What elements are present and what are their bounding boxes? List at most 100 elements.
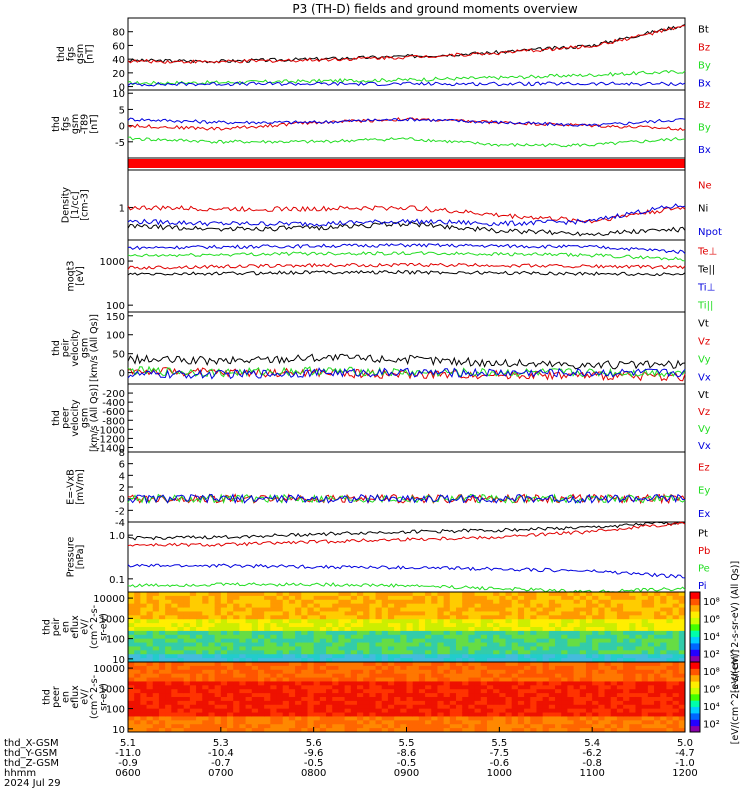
heatmap-cell bbox=[499, 627, 507, 632]
heatmap-cell bbox=[598, 634, 606, 640]
heatmap-cell bbox=[647, 697, 655, 702]
heatmap-cell bbox=[610, 669, 618, 675]
heatmap-cell bbox=[517, 642, 525, 647]
ephem-value: -4.7 bbox=[675, 748, 695, 759]
heatmap-cell bbox=[548, 681, 556, 686]
heatmap-cell bbox=[610, 712, 618, 717]
heatmap-cell bbox=[573, 724, 581, 729]
heatmap-cell bbox=[499, 720, 507, 725]
heatmap-cell bbox=[678, 704, 686, 710]
heatmap-cell bbox=[555, 595, 562, 601]
heatmap-cell bbox=[635, 623, 643, 628]
ephem-x-name: thd_X-GSM bbox=[4, 738, 59, 749]
heatmap-cell bbox=[610, 592, 618, 597]
heatmap-cell bbox=[177, 615, 185, 620]
heatmap-cell bbox=[524, 677, 531, 682]
heatmap-cell bbox=[313, 658, 321, 663]
heatmap-cell bbox=[400, 665, 407, 671]
heatmap-cell bbox=[146, 704, 154, 710]
heatmap-cell bbox=[647, 595, 655, 601]
heatmap-cell bbox=[313, 650, 321, 655]
heatmap-cell bbox=[425, 716, 432, 721]
heatmap-cell bbox=[220, 607, 228, 612]
heatmap-cell bbox=[177, 623, 185, 628]
heatmap-cell bbox=[561, 720, 568, 725]
series-line bbox=[127, 353, 686, 370]
heatmap-cell bbox=[548, 619, 556, 624]
heatmap-cell bbox=[140, 697, 148, 702]
heatmap-cell bbox=[660, 650, 667, 655]
heatmap-cell bbox=[332, 658, 339, 663]
heatmap-cell bbox=[493, 592, 500, 597]
heatmap-cell bbox=[257, 615, 265, 620]
heatmap-cell bbox=[672, 650, 680, 655]
heatmap-cell bbox=[524, 728, 531, 733]
y-tick-label: 1000 bbox=[100, 257, 125, 268]
heatmap-cell bbox=[505, 615, 513, 620]
heatmap-cell bbox=[189, 700, 197, 706]
heatmap-cell bbox=[647, 607, 655, 612]
heatmap-cell bbox=[220, 693, 228, 698]
heatmap-cell bbox=[623, 720, 630, 725]
heatmap-cell bbox=[233, 642, 240, 647]
heatmap-cell bbox=[350, 658, 358, 663]
heatmap-cell bbox=[579, 623, 587, 628]
heatmap-cell bbox=[474, 685, 482, 690]
heatmap-cell bbox=[313, 646, 321, 651]
heatmap-cell bbox=[183, 658, 191, 663]
heatmap-cell bbox=[406, 658, 414, 663]
heatmap-cell bbox=[641, 689, 649, 694]
heatmap-cell bbox=[647, 681, 655, 686]
heatmap-cell bbox=[128, 720, 135, 725]
heatmap-cell bbox=[233, 615, 240, 620]
heatmap-cell bbox=[233, 638, 240, 644]
heatmap-cell bbox=[165, 697, 172, 702]
heatmap-cell bbox=[319, 704, 327, 710]
heatmap-cell bbox=[604, 611, 612, 616]
heatmap-cell bbox=[592, 681, 599, 686]
colorbar-tick-label: 10² bbox=[703, 649, 720, 660]
heatmap-cell bbox=[573, 689, 581, 694]
heatmap-cell bbox=[598, 712, 606, 717]
heatmap-cell bbox=[326, 712, 333, 717]
heatmap-cell bbox=[660, 700, 667, 706]
heatmap-cell bbox=[177, 627, 185, 632]
heatmap-cell bbox=[152, 623, 160, 628]
heatmap-cell bbox=[245, 623, 253, 628]
heatmap-cell bbox=[431, 599, 438, 605]
heatmap-cell bbox=[654, 623, 661, 628]
heatmap-cell bbox=[264, 673, 271, 679]
heatmap-cell bbox=[189, 599, 197, 605]
heatmap-cell bbox=[555, 669, 562, 675]
heatmap-cell bbox=[524, 603, 531, 609]
heatmap-cell bbox=[332, 685, 339, 690]
heatmap-cell bbox=[233, 673, 240, 679]
heatmap-cell bbox=[251, 607, 259, 612]
heatmap-cell bbox=[288, 716, 296, 721]
panel-frame bbox=[127, 17, 686, 91]
heatmap-cell bbox=[610, 716, 618, 721]
heatmap-cell bbox=[412, 697, 420, 702]
heatmap-cell bbox=[412, 669, 420, 675]
heatmap-cell bbox=[270, 673, 278, 679]
heatmap-cell bbox=[666, 662, 674, 667]
heatmap-cell bbox=[555, 619, 562, 624]
y-tick-label: 4 bbox=[119, 471, 125, 482]
heatmap-cell bbox=[548, 716, 556, 721]
heatmap-cell bbox=[561, 662, 568, 667]
heatmap-cell bbox=[313, 669, 321, 675]
heatmap-cell bbox=[313, 673, 321, 679]
panel-ylabel: [1/cc] bbox=[70, 191, 81, 218]
heatmap-cell bbox=[313, 693, 321, 698]
heatmap-cell bbox=[462, 669, 469, 675]
heatmap-cell bbox=[369, 623, 377, 628]
heatmap-cell bbox=[623, 704, 630, 710]
heatmap-cell bbox=[406, 646, 414, 651]
panel-ylabel: gsm bbox=[80, 408, 91, 428]
heatmap-cell bbox=[276, 681, 284, 686]
heatmap-cell bbox=[660, 673, 667, 679]
heatmap-cell bbox=[536, 720, 544, 725]
colorbar-tick-label: 10² bbox=[703, 719, 720, 730]
legend-entry: Ey bbox=[698, 486, 710, 497]
heatmap-cell bbox=[412, 728, 420, 733]
